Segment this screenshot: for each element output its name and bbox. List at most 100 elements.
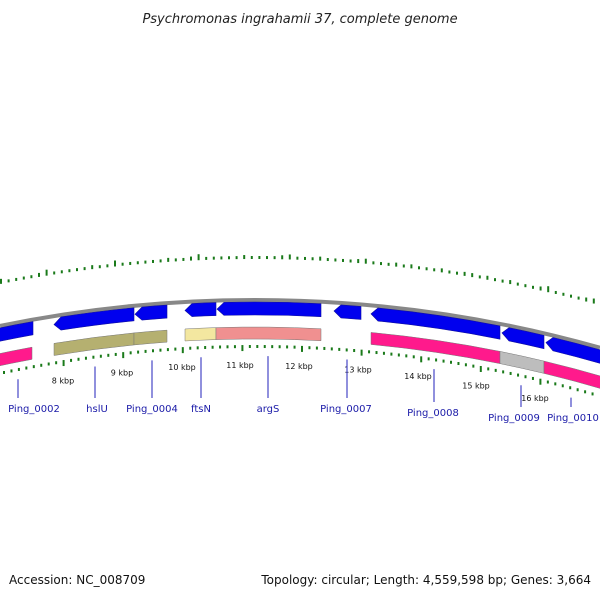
tick-label: 10 kbp [168,363,196,372]
scale-tick [450,360,452,364]
gc-bar [319,256,322,261]
scale-tick [457,362,460,366]
scale-tick [368,350,371,354]
gc-bar [250,256,253,260]
gc-bar [167,257,170,262]
scale-tick [152,349,154,353]
scale-tick [591,392,594,396]
scale-tick-labels: 8 kbp 9 kbp 10 kbp 11 kbp 12 kbp 13 kbp 14 kbp… [52,361,549,403]
scale-tick [25,366,28,370]
gc-bar [0,278,2,284]
gc-bar [30,275,33,279]
gc-bar [7,279,10,283]
tick-label: 12 kbp [285,362,313,371]
tick-label: 8 kbp [52,376,74,385]
cds-arrow [501,327,545,350]
gc-bar [121,262,124,266]
gc-bar [212,256,215,260]
feature-band [499,351,545,374]
scale-tick [338,347,341,351]
gc-bar [304,256,306,260]
gc-bar [463,271,466,276]
scale-tick [17,367,20,371]
feature-band [215,326,322,342]
gene-label: Ping_0008 [407,408,459,419]
scale-tick [509,371,512,375]
gc-bar [486,275,489,280]
gc-bar [22,276,25,280]
scale-tick [62,360,65,367]
gc-bar [76,268,78,272]
gc-bar [501,279,504,283]
gc-content-track [0,254,595,304]
scale-tick [375,351,378,355]
gene-label: Ping_0002 [8,404,60,415]
gc-bar [349,259,352,263]
scale-tick [32,365,35,369]
gene-label: Ping_0010 [547,413,599,424]
gc-bar [402,264,405,268]
scale-tick [189,346,192,350]
scale-tick [301,345,303,352]
gc-bar [456,271,458,275]
gc-bar [152,259,154,263]
cds-arrow [184,302,217,317]
scale-tick [219,345,222,349]
tick-label: 13 kbp [344,365,372,374]
scale-tick [144,349,147,353]
cds-arrow [545,337,600,364]
gc-bar [106,264,109,268]
scale-tick [226,345,229,349]
gc-bar [509,280,512,285]
scale-tick [286,345,289,349]
gc-bar [448,270,451,274]
gc-bar [114,260,116,267]
scale-tick [241,345,244,352]
gc-bar [418,266,420,270]
scale-tick [323,346,326,350]
scale-tick [524,375,527,379]
scale-tick [576,388,579,392]
scale-tick [233,345,236,349]
scale-tick [584,390,587,394]
gc-bar [190,256,192,261]
genome-summary-text: Topology: circular; Length: 4,559,598 bp… [261,573,591,587]
gc-bar [258,256,261,260]
scale-tick [99,354,102,358]
map-title: Psychromonas ingrahamii 37, complete gen… [142,12,457,27]
gc-bar [91,265,94,270]
scale-tick [464,363,467,367]
cds-arrow [134,304,168,321]
gc-bar [410,264,413,269]
feature-band [543,360,600,389]
gc-bar [433,268,436,272]
gc-bar [68,269,71,273]
tick-label: 11 kbp [226,361,254,370]
scale-tick [174,347,177,351]
gene-label: argS [257,404,280,415]
gene-label: Ping_0009 [488,413,540,424]
scale-tick [442,359,445,363]
scale-tick [3,370,5,374]
scale-tick [412,355,415,359]
gc-bar [494,278,496,282]
gc-bar [326,258,329,262]
gc-bar [243,255,246,260]
scale-tick [84,356,87,360]
scale-tick [390,352,393,356]
gene-label: Ping_0007 [320,404,372,415]
gc-bar [136,261,139,265]
gc-bar [174,258,177,262]
gc-bar [235,256,238,260]
scale-tick [70,358,73,362]
gc-bar [296,256,299,260]
scale-tick [114,352,117,356]
gc-bar [478,275,481,279]
scale-tick [494,368,497,372]
gc-bar [357,259,360,264]
scale-tick [517,373,520,377]
gc-bar [288,254,291,260]
gc-bar [38,272,40,277]
tick-label: 15 kbp [462,381,490,390]
